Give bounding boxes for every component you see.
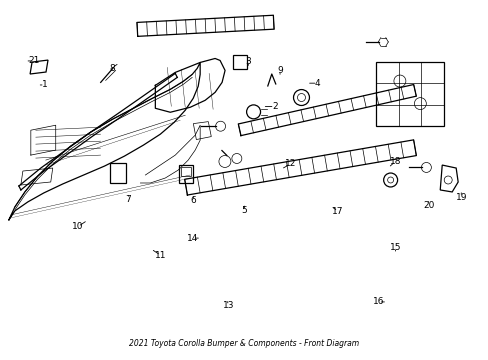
Bar: [375, 62, 443, 126]
Text: 9: 9: [277, 66, 283, 75]
Text: 1: 1: [42, 81, 47, 90]
Text: 21: 21: [28, 57, 40, 66]
Text: 14: 14: [186, 234, 198, 243]
Bar: [110, 163, 125, 183]
Text: 7: 7: [125, 194, 131, 203]
Bar: [181, 167, 191, 176]
Text: 11: 11: [155, 251, 166, 260]
Text: 13: 13: [223, 301, 234, 310]
Text: 2021 Toyota Corolla Bumper & Components - Front Diagram: 2021 Toyota Corolla Bumper & Components …: [129, 339, 359, 348]
Text: 16: 16: [372, 297, 384, 306]
Bar: [232, 55, 246, 69]
Text: 15: 15: [389, 243, 401, 252]
Text: 8: 8: [109, 64, 115, 73]
Text: 2: 2: [271, 102, 277, 111]
Text: 6: 6: [190, 196, 196, 205]
Text: 10: 10: [72, 222, 83, 231]
Text: 12: 12: [285, 159, 296, 168]
Bar: [179, 165, 193, 183]
Text: 20: 20: [422, 201, 433, 210]
Text: 5: 5: [241, 206, 247, 215]
Text: 18: 18: [389, 157, 401, 166]
Text: 19: 19: [455, 193, 466, 202]
Text: 3: 3: [245, 57, 251, 66]
Text: 17: 17: [332, 207, 343, 216]
Text: 4: 4: [314, 79, 320, 88]
